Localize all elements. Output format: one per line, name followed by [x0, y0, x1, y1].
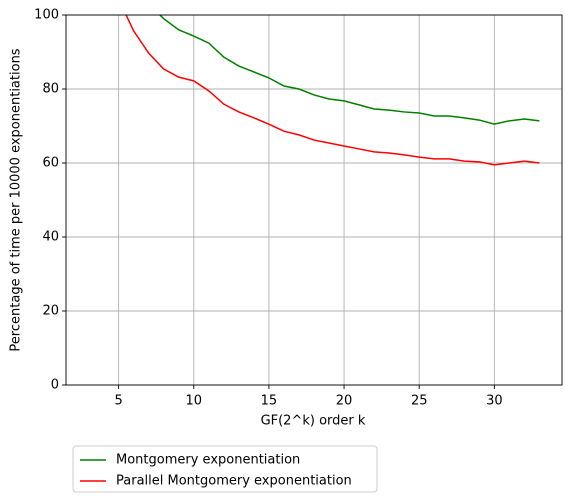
x-tick-label: 10 [185, 394, 202, 409]
legend-label: Parallel Montgomery exponentiation [116, 474, 352, 489]
x-tick-label: 15 [261, 394, 278, 409]
axes-frame [65, 14, 563, 386]
y-tick-label: 100 [34, 8, 59, 23]
x-tick-label: 5 [114, 394, 122, 409]
x-axis-label: GF(2^k) order k [261, 414, 366, 429]
y-axis-label: Percentage of time per 10000 exponentiat… [9, 48, 24, 351]
legend-box [72, 445, 378, 493]
line [125, 15, 540, 166]
legend-label: Montgomery exponentiation [116, 453, 300, 468]
plot-area [125, 15, 540, 166]
x-tick-label: 30 [486, 394, 503, 409]
y-tick-label: 20 [42, 304, 59, 319]
y-tick-label: 0 [51, 378, 59, 393]
x-tick-label: 25 [411, 394, 428, 409]
y-tick-label: 80 [42, 82, 59, 97]
x-tick-label: 20 [336, 394, 353, 409]
y-tick-label: 60 [42, 156, 59, 171]
y-tick-label: 40 [42, 230, 59, 245]
line [158, 15, 540, 125]
